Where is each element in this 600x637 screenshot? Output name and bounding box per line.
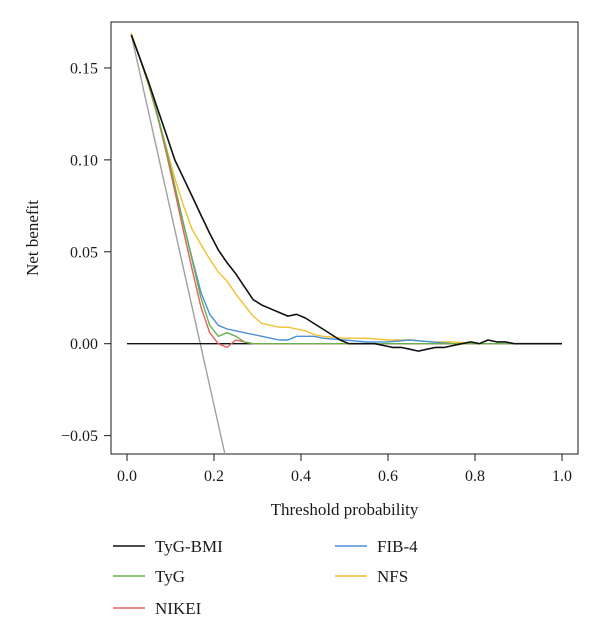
- series-line-tyg: [130, 34, 562, 345]
- legend-label-fib-4: FIB-4: [377, 537, 418, 556]
- legend-label-nfs: NFS: [377, 567, 408, 586]
- x-axis: 0.0 0.2 0.4 0.6 0.8 1.0: [117, 454, 572, 485]
- series-line-nfs: [130, 32, 562, 345]
- legend-label-nikei: NIKEI: [155, 599, 202, 618]
- series-layer: [127, 32, 562, 455]
- y-tick-label: 0.15: [70, 60, 98, 77]
- series-line-nikei: [130, 34, 562, 349]
- x-tick-label: 0.8: [465, 468, 485, 485]
- y-axis-title: Net benefit: [23, 200, 42, 276]
- x-tick-label: 0.6: [378, 468, 398, 485]
- x-tick-label: 0.2: [204, 468, 224, 485]
- y-tick-label: 0.00: [70, 336, 98, 353]
- y-tick-label: 0.10: [70, 152, 98, 169]
- legend-label-tyg: TyG: [155, 567, 185, 586]
- legend-label-tyg-bmi: TyG-BMI: [155, 537, 223, 556]
- y-tick-label: −0.05: [61, 428, 98, 445]
- plot-area-border: [110, 21, 579, 455]
- series-line-fib-4: [130, 34, 562, 345]
- x-axis-title: Threshold probability: [271, 500, 419, 519]
- reference-line-treat-all: [130, 34, 226, 455]
- y-tick-label: 0.05: [70, 244, 98, 261]
- x-tick-label: 1.0: [552, 468, 572, 485]
- x-tick-label: 0.4: [291, 468, 311, 485]
- y-axis: −0.05 0.00 0.05 0.10 0.15: [61, 60, 111, 445]
- series-line-tyg-bmi: [130, 34, 562, 352]
- legend: TyG-BMI TyG NIKEI FIB-4 NFS: [113, 537, 418, 618]
- x-tick-label: 0.0: [117, 468, 137, 485]
